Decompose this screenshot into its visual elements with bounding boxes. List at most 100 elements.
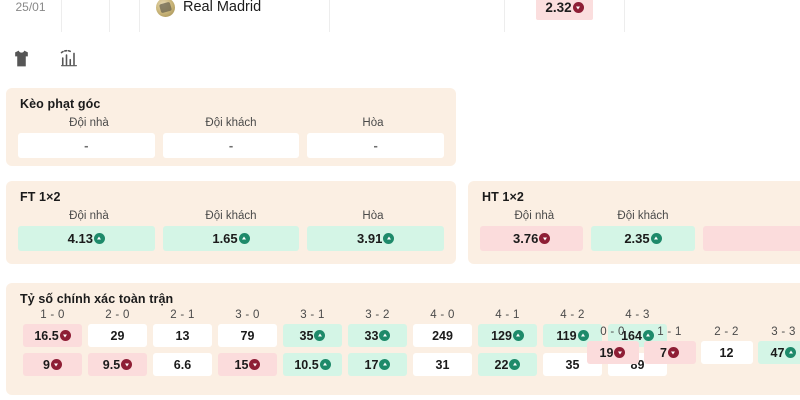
draw-cell-value: 12 [719,345,734,360]
trend-down-icon [249,359,261,370]
score-cell[interactable]: 129 [478,324,537,347]
score-cell[interactable]: 22 [478,353,537,376]
trend-down-icon [50,359,62,370]
score-cell-value: 35 [565,357,580,372]
ft-odds-home[interactable]: 4.13 [18,226,155,251]
jersey-icon[interactable] [8,45,34,71]
score-cell[interactable]: 249 [413,324,472,347]
bar-chart-icon[interactable] [56,45,82,71]
score-cell[interactable]: 9.5 [88,353,147,376]
score-cell-value: 29 [110,328,125,343]
draw-header-label: 0 - 0 [600,326,625,338]
score-header-label: 2 - 0 [105,309,130,321]
score-cell-value: 119 [556,328,577,343]
draw-cell-col: 7 [641,341,698,364]
trend-up-icon [512,330,524,341]
corner-odds-home[interactable]: - [18,133,155,158]
match-row[interactable]: 25/01 Real Madrid 2.32 [0,0,800,32]
score-cell[interactable]: 15 [218,353,277,376]
ft-1x2-panel: FT 1×2 Đội nhà Đội khách Hòa 4.13 1.65 3… [6,181,456,264]
score-cell-value: 10.5 [294,357,319,372]
score-cell[interactable]: 29 [88,324,147,347]
score-header: 3 - 2 [345,309,410,321]
trend-up-icon [319,359,331,370]
score-cell-col: 17 [345,353,410,376]
draw-header: 0 - 0 [584,326,641,338]
score-cell-col: 16.5 [20,324,85,347]
score-cell-col: 10.5 [280,353,345,376]
score-cell-col: 13 [150,324,215,347]
ht-odds-away[interactable]: 2.35 [591,226,695,251]
draw-cell[interactable]: 7 [643,341,696,364]
score-cell-value: 9.5 [102,357,121,372]
score-cell[interactable]: 35 [283,324,342,347]
trend-down-icon [614,347,626,358]
trend-up-icon [379,359,391,370]
corner-odds-away[interactable]: - [162,133,300,158]
trend-up-icon [383,233,395,244]
score-cell-value: 33 [364,328,379,343]
corner-odds-draw[interactable]: - [307,133,445,158]
draw-header-label: 3 - 3 [771,326,796,338]
score-cell[interactable]: 33 [348,324,407,347]
match-date: 25/01 [15,0,46,14]
score-header: 3 - 1 [280,309,345,321]
ft-header-away: Đội khách [205,210,257,222]
ht-header-home: Đội nhà [514,210,555,222]
odds-pill[interactable]: 2.32 [536,0,593,20]
ht-odds-home[interactable]: 3.76 [480,226,584,251]
draw-header: 3 - 3 [755,326,800,338]
score-header-label: 4 - 3 [625,309,650,321]
score-header-label: 3 - 2 [365,309,390,321]
trend-up-icon [509,359,521,370]
ht-header-away: Đội khách [617,210,669,222]
score-cell-col: 29 [85,324,150,347]
draw-cell-col: 47 [755,341,800,364]
trend-down-icon [59,330,71,341]
score-cell[interactable]: 31 [413,353,472,376]
score-cell[interactable]: 13 [153,324,212,347]
score-cell[interactable]: 10.5 [283,353,342,376]
ft-odds-away[interactable]: 1.65 [162,226,300,251]
score-row-1: 16.5 29 13 79 35 33 249 129 119 164 [6,324,670,347]
score-cell-value: 22 [494,357,509,372]
score-cell-col: 249 [410,324,475,347]
score-cell[interactable]: 6.6 [153,353,212,376]
score-cell[interactable]: 17 [348,353,407,376]
ft-value-row: 4.13 1.65 3.91 [6,222,456,263]
trend-up-icon [379,330,391,341]
score-cell-col: 31 [410,353,475,376]
score-header: 4 - 2 [540,309,605,321]
draw-cell[interactable]: 19 [586,341,639,364]
score-cell[interactable]: 16.5 [23,324,82,347]
score-header-label: 2 - 1 [170,309,195,321]
ft-panel-title: FT 1×2 [20,190,61,204]
score-cell[interactable]: 79 [218,324,277,347]
draw-header-row: 0 - 0 1 - 1 2 - 2 3 - 3 [584,326,800,338]
trend-down-icon [572,1,584,13]
match-cell-3 [110,0,140,32]
odds-value: 2.32 [545,0,572,15]
draw-cell-value: 7 [660,345,667,360]
ht-value-row: 3.76 2.35 [468,222,800,263]
score-cell-value: 13 [175,328,190,343]
score-header: 3 - 0 [215,309,280,321]
match-odds-cell[interactable]: 2.32 [505,0,625,32]
draw-header: 1 - 1 [641,326,698,338]
draw-header: 2 - 2 [698,326,755,338]
ft-odds-draw[interactable]: 3.91 [307,226,445,251]
score-cell-value: 6.6 [173,357,192,372]
score-cell-value: 249 [432,328,453,343]
match-team-cell[interactable]: Real Madrid [140,0,330,32]
score-cell-col: 9.5 [85,353,150,376]
ht-odds-draw[interactable] [702,226,800,251]
draw-cell[interactable]: 47 [757,341,800,364]
score-cell[interactable]: 9 [23,353,82,376]
score-header: 4 - 1 [475,309,540,321]
draw-cell[interactable]: 12 [700,341,753,364]
draw-score-group: 0 - 0 1 - 1 2 - 2 3 - 3 19 7 12 47 [584,326,800,364]
score-cell-col: 9 [20,353,85,376]
ht-odds-away-value: 2.35 [624,231,650,246]
trend-down-icon [539,233,551,244]
